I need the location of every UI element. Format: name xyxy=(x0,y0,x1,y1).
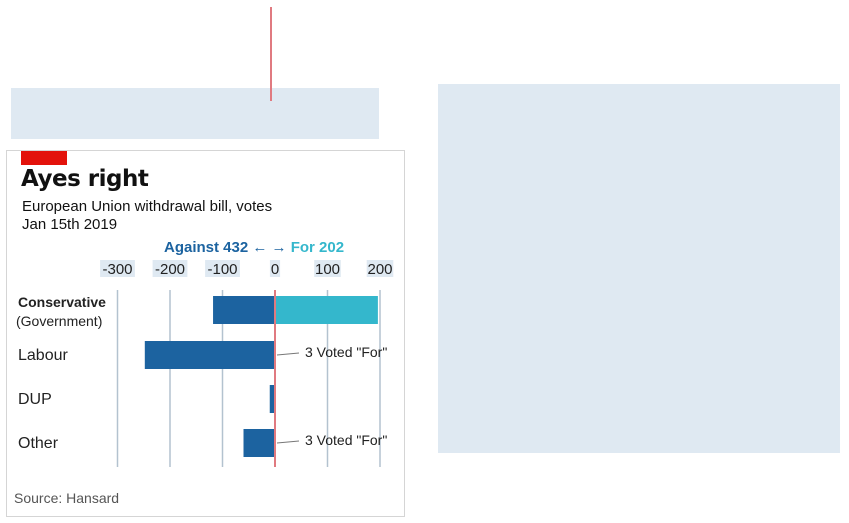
category-label: DUP xyxy=(18,391,52,408)
category-sublabel: (Government) xyxy=(16,313,102,329)
x-tick-label: 100 xyxy=(315,261,340,278)
against-bar xyxy=(243,429,275,457)
chart-date: Jan 15th 2019 xyxy=(22,216,118,233)
divider-line xyxy=(270,7,272,101)
bar-chart: Against 432 ← → For 202 -300 -200 -100 0 100 2… xyxy=(16,239,394,467)
source-note: Source: Hansard xyxy=(14,490,120,506)
category-label: Labour xyxy=(18,347,68,364)
x-tick-label: -100 xyxy=(207,261,237,278)
for-bar xyxy=(275,296,378,324)
against-bar xyxy=(213,296,275,324)
tick-label-bg xyxy=(366,260,394,277)
direction-arrows: ← → xyxy=(248,239,291,256)
category-label: Other xyxy=(18,435,59,452)
x-tick-label: 0 xyxy=(271,261,279,278)
annotation-leader xyxy=(276,440,300,444)
for-total-label: For 202 xyxy=(291,239,344,256)
tick-label-bg xyxy=(100,260,135,277)
annotation-leader xyxy=(276,352,300,356)
against-total-label: Against 432 xyxy=(164,239,248,256)
x-tick-label: -200 xyxy=(155,261,185,278)
x-tick-label: -300 xyxy=(102,261,132,278)
tick-label-bg xyxy=(314,260,341,277)
x-tick-label: 200 xyxy=(367,261,392,278)
placeholder-block-top xyxy=(11,88,379,139)
tick-label-bg xyxy=(152,260,188,277)
category-label: Conservative xyxy=(18,294,106,310)
annotation-text: 3 Voted "For" xyxy=(305,344,387,360)
against-bar xyxy=(269,385,275,413)
annotation-text: 3 Voted "For" xyxy=(305,432,387,448)
against-bar xyxy=(144,341,275,369)
brand-accent-bar xyxy=(21,151,67,165)
chart-subtitle: European Union withdrawal bill, votes xyxy=(22,198,273,215)
chart-card: Ayes right European Union withdrawal bil… xyxy=(6,150,405,517)
chart-title: Ayes right xyxy=(21,166,149,192)
vote-total-header: Against 432 ← → For 202 xyxy=(164,239,344,256)
placeholder-block-right xyxy=(438,84,840,453)
tick-label-bg xyxy=(205,260,240,277)
tick-label-bg xyxy=(269,260,281,277)
